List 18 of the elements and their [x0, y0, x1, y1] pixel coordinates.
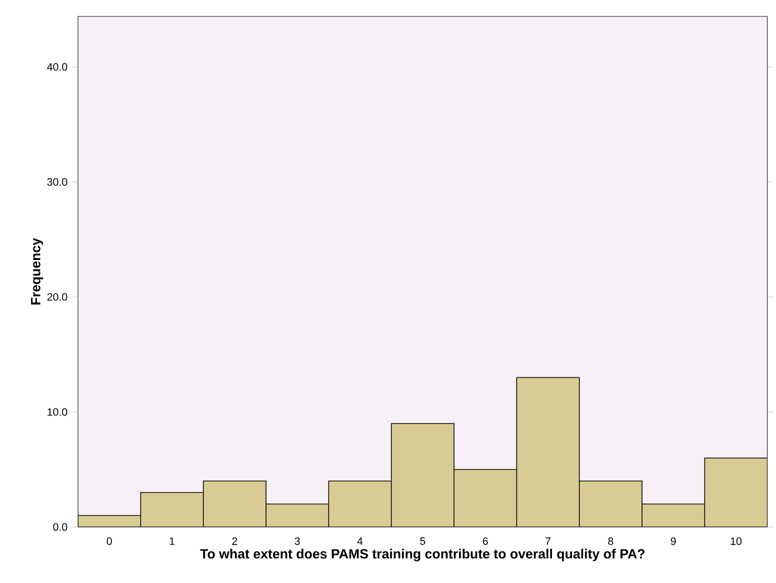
y-axis-title: Frequency: [31, 238, 44, 304]
y-tick-label: 40.0: [47, 63, 68, 71]
x-tick-label: 3: [294, 537, 300, 545]
x-axis-title: To what extent does PAMS training contribute to overall quality of PA?: [200, 548, 645, 562]
x-tick-label: 5: [420, 537, 426, 545]
x-tick-label: 6: [482, 537, 488, 545]
x-tick-label: 2: [232, 537, 238, 545]
x-tick-label: 7: [546, 537, 550, 545]
x-tick-label: 8: [608, 537, 614, 545]
y-tick-label: 10.0: [48, 408, 68, 416]
y-tick-label: 0.0: [53, 523, 68, 531]
x-tick-label: 10: [730, 537, 742, 545]
x-tick-label: 1: [170, 537, 174, 545]
y-tick-label: 20.0: [47, 293, 68, 301]
y-tick-label: 30.0: [47, 178, 68, 186]
x-tick-label: 4: [357, 537, 363, 545]
x-tick-label: 9: [670, 537, 676, 545]
x-tick-label: 0: [106, 537, 112, 545]
